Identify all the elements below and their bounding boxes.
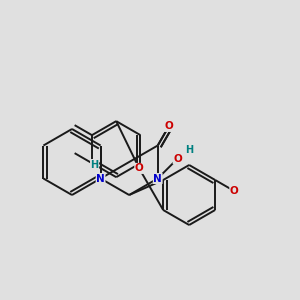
Text: N: N [96,173,105,184]
Text: N: N [153,173,162,184]
Text: O: O [230,186,239,196]
Text: O: O [135,164,144,173]
Text: O: O [164,122,173,131]
Text: H: H [185,145,194,155]
Text: O: O [173,154,182,164]
Text: H: H [91,160,99,170]
